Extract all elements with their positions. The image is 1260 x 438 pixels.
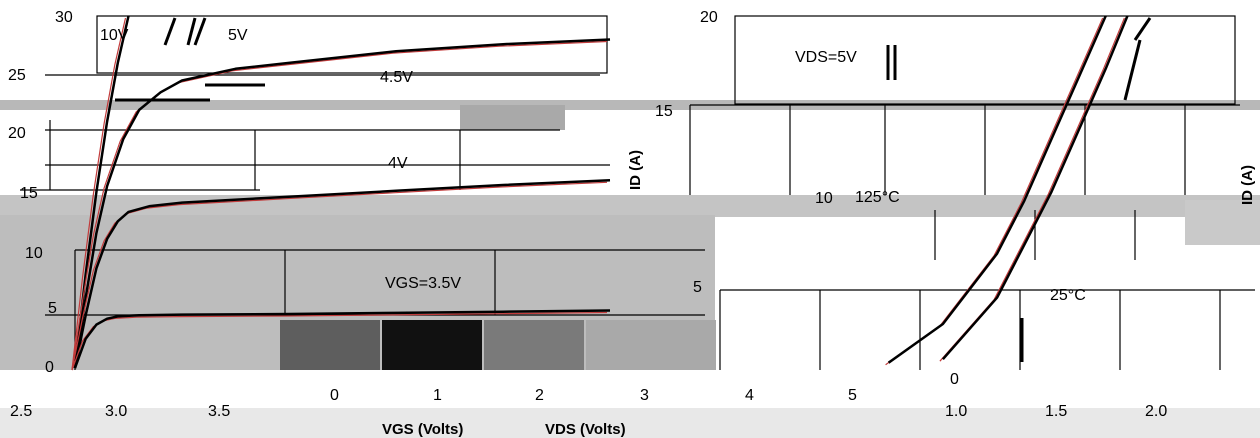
ytick-25: 25 <box>8 67 26 84</box>
ytick-20: 20 <box>8 125 26 142</box>
series-line-2 <box>941 15 1129 361</box>
ytick-0: 0 <box>45 359 54 376</box>
yrtick-20: 20 <box>700 9 718 26</box>
yrtick-5: 5 <box>693 279 702 296</box>
label-125c: 125°C <box>855 189 900 206</box>
y-axis-title-id-right: ID (A) <box>1239 165 1256 205</box>
series-ghost-1 <box>885 17 1104 366</box>
xtick-1-0: 1.0 <box>945 403 967 420</box>
label-vds-5v: VDS=5V <box>795 49 857 66</box>
label-25c: 25°C <box>1050 287 1086 304</box>
curves-right <box>885 15 1129 366</box>
label-4v: 4V <box>388 155 408 172</box>
xtick-2: 2 <box>535 387 544 404</box>
slash-marks <box>115 17 1152 362</box>
xtick-2-5: 2.5 <box>10 403 32 420</box>
ytick-15: 15 <box>20 185 38 202</box>
curves-left <box>71 15 611 371</box>
series-ghost-2 <box>939 17 1125 362</box>
label-4-5v: 4.5V <box>380 69 413 86</box>
y-axis-title-id-left: ID (A) <box>627 150 644 190</box>
label-vgs-3-5v: VGS=3.5V <box>385 275 461 292</box>
ytick-30: 30 <box>55 9 73 26</box>
yrtick-10: 10 <box>815 190 833 207</box>
label-5v: 5V <box>228 27 248 44</box>
series-line-1 <box>887 15 1107 364</box>
series-line-2 <box>73 38 611 369</box>
xtick-1: 1 <box>433 387 442 404</box>
xtick-1-5: 1.5 <box>1045 403 1067 420</box>
yrtick-15: 15 <box>655 103 673 120</box>
grid-right <box>689 15 1255 370</box>
x-axis-title-vgs: VGS (Volts) <box>382 421 463 438</box>
xtick-0: 0 <box>330 387 339 404</box>
ytick-10: 10 <box>25 245 43 262</box>
label-10v: 10V <box>100 27 129 44</box>
ytick-5: 5 <box>48 300 57 317</box>
xtick-2-0: 2.0 <box>1145 403 1167 420</box>
xtick-3-0: 3.0 <box>105 403 127 420</box>
series-ghost-1 <box>71 17 127 371</box>
series-line-4 <box>73 309 611 369</box>
xtick-4: 4 <box>745 387 754 404</box>
scan-noise-blocks <box>0 100 1260 438</box>
series-line-3 <box>73 179 611 369</box>
xtick-5: 5 <box>848 387 857 404</box>
x-axis-title-vds: VDS (Volts) <box>545 421 626 438</box>
xtick-3: 3 <box>640 387 649 404</box>
yrtick-0: 0 <box>950 371 959 388</box>
xtick-3-5: 3.5 <box>208 403 230 420</box>
